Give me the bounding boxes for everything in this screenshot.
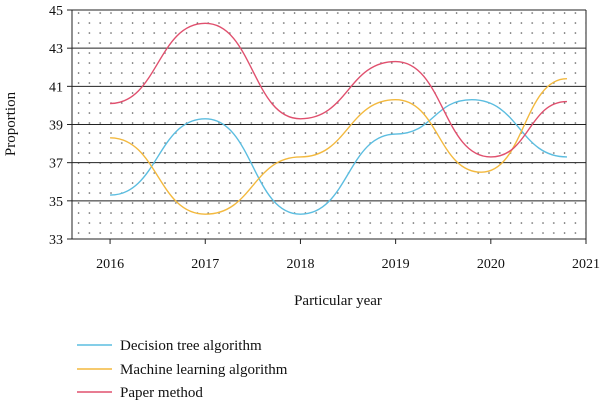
y-tick-label-39: 39 — [49, 119, 63, 134]
x-tick-label-2019: 2019 — [382, 257, 410, 272]
x-tick-label-2018: 2018 — [286, 257, 314, 272]
legend-label-paper-method: Paper method — [120, 385, 203, 401]
y-axis-label: Proportion — [3, 91, 19, 156]
x-tick-labels: 2016 2017 2018 2019 2020 2021 — [96, 257, 600, 272]
x-tick-label-2020: 2020 — [477, 257, 505, 272]
y-tick-label-37: 37 — [49, 157, 63, 172]
legend: Decision tree algorithm Machine learning… — [77, 338, 288, 401]
series-line-decision-tree-algorithm — [110, 98, 567, 215]
x-tick-label-2017: 2017 — [191, 257, 219, 272]
x-tick-label-2016: 2016 — [96, 257, 124, 272]
y-tick-label-45: 45 — [49, 4, 63, 19]
series-line-paper-method — [110, 22, 567, 158]
y-tick-labels: 33 35 37 39 41 43 45 — [49, 4, 63, 248]
y-tick-label-41: 41 — [49, 80, 63, 95]
y-tick-label-43: 43 — [49, 42, 63, 57]
series-layer — [110, 22, 567, 215]
y-tick-label-33: 33 — [49, 233, 63, 248]
y-tick-label-35: 35 — [49, 195, 63, 210]
legend-label-decision-tree: Decision tree algorithm — [120, 338, 262, 354]
legend-label-machine-learning: Machine learning algorithm — [120, 362, 288, 378]
series-line-machine-learning-algorithm — [110, 78, 567, 215]
x-axis-label: Particular year — [294, 293, 382, 309]
x-tick-label-2021: 2021 — [572, 257, 600, 272]
axes — [71, 10, 587, 244]
